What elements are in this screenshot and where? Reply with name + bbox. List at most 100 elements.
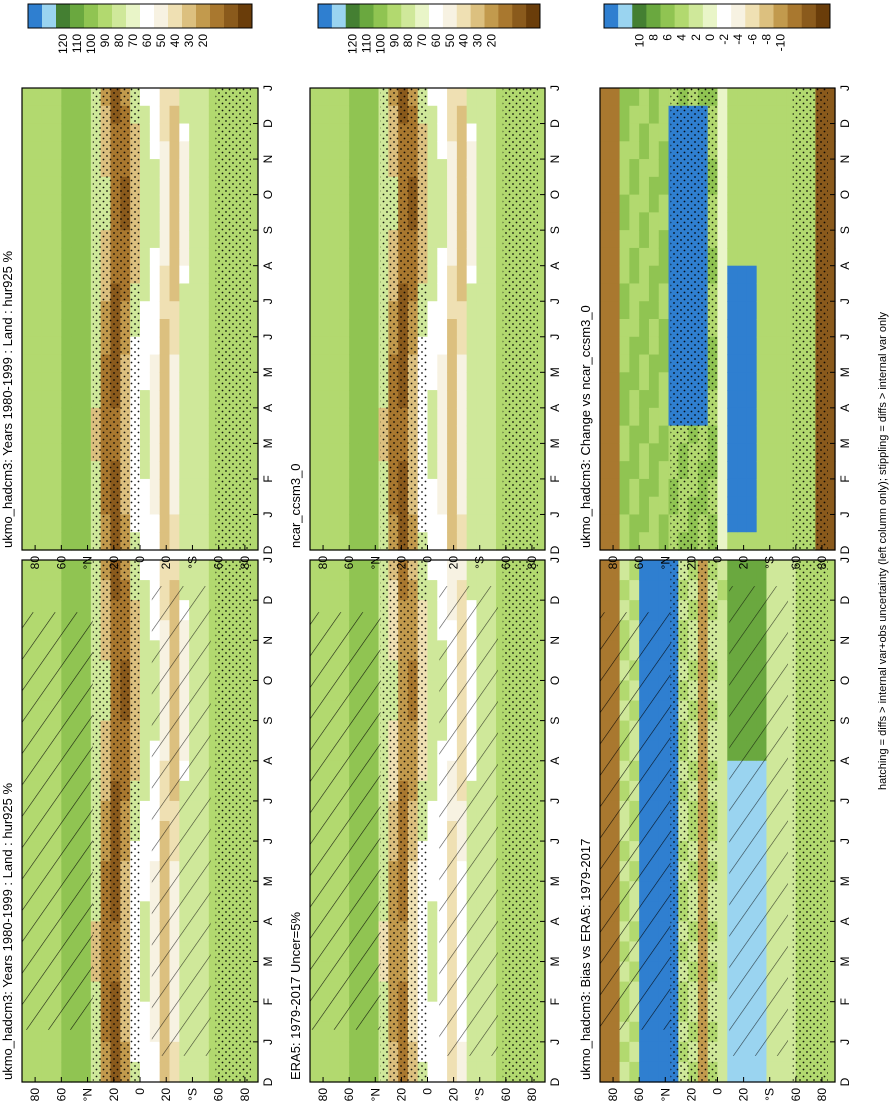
month-tick-label: J [548, 1039, 562, 1045]
month-tick-label: S [261, 226, 275, 234]
heatmap-cell [766, 283, 777, 302]
heatmap-cell [776, 265, 787, 285]
heatmap-cell [535, 496, 546, 516]
heatmap-cell [776, 230, 787, 249]
heatmap-cell [825, 265, 836, 285]
heatmap-cell [349, 461, 360, 480]
heatmap-cell [746, 159, 758, 178]
heatmap-cell [169, 478, 180, 498]
heatmap-cell [639, 600, 650, 621]
heatmap-cell [825, 123, 836, 142]
heatmap-cell [71, 319, 82, 338]
heatmap-cell [310, 407, 321, 427]
colorbar-label: -10 [774, 34, 788, 52]
colorbar-swatch [632, 4, 647, 28]
heatmap-cell [447, 532, 458, 551]
heatmap-cell [756, 443, 768, 462]
heatmap-cell [140, 821, 151, 842]
heatmap-cell [349, 560, 360, 581]
heatmap-cell [179, 176, 190, 196]
heatmap-cell [22, 194, 33, 213]
heatmap-cell [825, 212, 836, 231]
heatmap-cell [61, 283, 72, 302]
heatmap-cell [179, 461, 190, 480]
heatmap-cell [658, 425, 670, 444]
lat-tick-label: 80 [316, 556, 330, 570]
heatmap-cell [248, 336, 259, 356]
colorbar-label: -2 [717, 34, 731, 45]
colorbar-swatch [210, 4, 225, 28]
heatmap-cell [456, 159, 468, 178]
heatmap-cell [629, 176, 640, 196]
month-tick-label: M [548, 957, 562, 967]
heatmap-cell [41, 390, 53, 409]
heatmap-cell [248, 841, 259, 862]
heatmap-cell [51, 407, 62, 427]
colorbar-swatch [42, 4, 57, 28]
heatmap-cell [437, 443, 448, 462]
heatmap-cell [619, 212, 630, 231]
heatmap-cell [648, 407, 660, 427]
heatmap-cell [81, 443, 92, 462]
heatmap-cell [756, 159, 768, 178]
heatmap-cell [329, 230, 340, 249]
colorbar-label: 110 [360, 34, 374, 53]
heatmap-cell [535, 265, 546, 285]
heatmap-cell [600, 301, 611, 320]
heatmap-cell [179, 425, 190, 444]
heatmap-cell [319, 496, 331, 516]
heatmap-cell [456, 212, 468, 231]
heatmap-cell [71, 336, 82, 356]
heatmap-cell [476, 88, 487, 107]
heatmap-cell [496, 407, 507, 427]
heatmap-cell [149, 372, 161, 391]
heatmap-cell [319, 123, 331, 142]
heatmap-cell [600, 532, 611, 551]
heatmap-cell [329, 123, 340, 142]
heatmap-cell [756, 105, 768, 125]
heatmap-cell [159, 159, 171, 178]
heatmap-cell [71, 1021, 82, 1043]
heatmap-cell [619, 1061, 630, 1083]
heatmap-cell [310, 390, 321, 409]
heatmap-cell [756, 230, 768, 249]
heatmap-cell [648, 176, 660, 196]
colorbar-label: 120 [346, 34, 360, 54]
heatmap-cell [149, 247, 161, 267]
month-tick-label: D [261, 1077, 275, 1086]
heatmap-cell [717, 800, 728, 822]
heatmap-cell [71, 514, 82, 533]
heatmap-cell [825, 425, 836, 444]
heatmap-cell [786, 496, 797, 516]
heatmap-cell [149, 443, 161, 462]
heatmap-cell [208, 620, 220, 641]
heatmap-cell [71, 105, 82, 125]
heatmap-cell [629, 212, 640, 231]
heatmap-cell [189, 105, 200, 125]
heatmap-cell [456, 230, 468, 249]
heatmap-cell [427, 407, 438, 427]
heatmap-cell [208, 443, 220, 462]
heatmap-cell [140, 176, 151, 196]
heatmap-cell [535, 560, 546, 581]
heatmap-cell [31, 354, 43, 373]
month-tick-label: O [261, 190, 275, 199]
heatmap-cell [339, 88, 350, 107]
heatmap-cell [629, 336, 640, 356]
heatmap-cell [476, 354, 487, 373]
heatmap-cell [427, 230, 438, 249]
heatmap-cell [199, 212, 210, 231]
heatmap-cell [776, 123, 787, 142]
heatmap-cell [639, 247, 650, 267]
heatmap-cell [248, 600, 259, 621]
heatmap-cell [248, 425, 259, 444]
heatmap-cell [189, 88, 200, 107]
heatmap-cell [208, 301, 220, 320]
heatmap-cell [51, 372, 62, 391]
heatmap-cell [535, 372, 546, 391]
colorbar-swatch [688, 4, 704, 28]
heatmap-cell [629, 88, 640, 107]
heatmap-cell [456, 496, 468, 516]
heatmap-cell [140, 443, 151, 462]
heatmap-cell [825, 194, 836, 213]
